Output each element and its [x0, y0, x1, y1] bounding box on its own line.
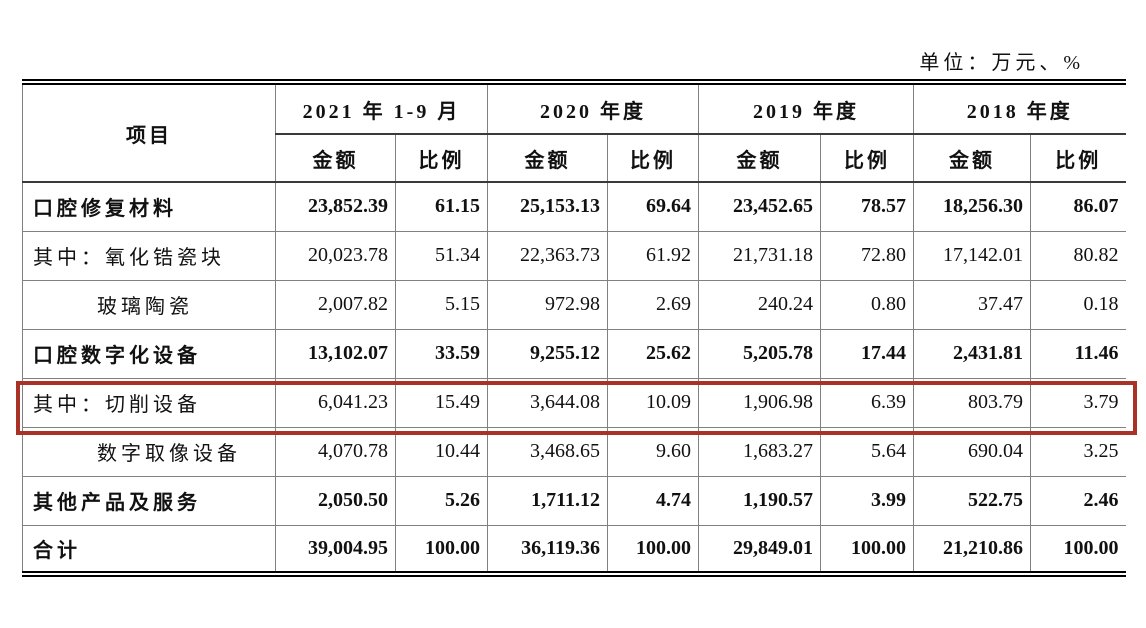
amount-cell: 1,683.27	[698, 426, 821, 476]
amount-cell: 22,363.73	[487, 230, 608, 280]
amount-cell: 5,205.78	[698, 328, 821, 378]
amount-cell: 21,731.18	[698, 230, 821, 280]
amount-cell: 3,644.08	[487, 377, 608, 427]
ratio-cell: 9.60	[607, 426, 699, 476]
ratio-header-2018: 比例	[1030, 133, 1126, 183]
row-label: 其他产品及服务	[22, 475, 276, 525]
ratio-cell: 100.00	[607, 524, 699, 574]
ratio-cell: 15.49	[394, 377, 488, 427]
ratio-cell: 100.00	[1030, 524, 1126, 574]
ratio-cell: 11.46	[1030, 328, 1126, 378]
amount-cell: 2,007.82	[275, 279, 396, 329]
unit-label: 单位：万元、%	[919, 52, 1084, 74]
table-row: 口腔数字化设备 13,102.07 33.59 9,255.12 25.62 5,205.…	[22, 328, 1126, 378]
ratio-cell: 33.59	[394, 328, 488, 378]
amount-header-2021: 金额	[275, 133, 396, 183]
amount-cell: 29,849.01	[698, 524, 821, 574]
ratio-cell: 3.25	[1030, 426, 1126, 476]
ratio-cell: 100.00	[394, 524, 488, 574]
amount-cell: 17,142.01	[913, 230, 1031, 280]
amount-cell: 803.79	[913, 377, 1031, 427]
ratio-cell: 4.74	[607, 475, 699, 525]
ratio-cell: 10.44	[394, 426, 488, 476]
column-header-period-2021: 2021 年 1-9 月	[274, 82, 488, 135]
table-row: 其中：氧化锆瓷块 20,023.78 51.34 22,363.73 61.92 21,7…	[22, 230, 1126, 280]
amount-header-2020: 金额	[487, 133, 608, 183]
ratio-cell: 2.69	[607, 279, 699, 329]
ratio-cell: 5.64	[820, 426, 914, 476]
column-header-period-2019: 2019 年度	[698, 82, 914, 135]
amount-cell: 23,852.39	[275, 181, 396, 231]
amount-cell: 1,906.98	[698, 377, 821, 427]
ratio-header-2021: 比例	[394, 133, 488, 183]
amount-cell: 240.24	[698, 279, 821, 329]
amount-cell: 21,210.86	[913, 524, 1031, 574]
amount-cell: 23,452.65	[698, 181, 821, 231]
ratio-cell: 5.26	[394, 475, 488, 525]
ratio-cell: 69.64	[607, 181, 699, 231]
ratio-header-2020: 比例	[607, 133, 699, 183]
column-header-item: 项目	[22, 82, 276, 183]
table-row: 合计 39,004.95 100.00 36,119.36 100.00 29,849.0…	[22, 524, 1126, 574]
row-label: 玻璃陶瓷	[22, 279, 276, 329]
amount-cell: 690.04	[913, 426, 1031, 476]
ratio-cell: 3.79	[1030, 377, 1126, 427]
ratio-header-2019: 比例	[820, 133, 914, 183]
amount-cell: 36,119.36	[487, 524, 608, 574]
row-label: 数字取像设备	[22, 426, 276, 476]
amount-cell: 9,255.12	[487, 328, 608, 378]
header-row-subcolumns: 金额 比例 金额 比例 金额 比例 金额 比例	[23, 133, 1126, 183]
amount-cell: 39,004.95	[275, 524, 396, 574]
header-row-periods: 项目 2021 年 1-9 月 2020 年度 2019 年度 2018 年度	[22, 82, 1126, 183]
amount-cell: 18,256.30	[913, 181, 1031, 231]
ratio-cell: 0.80	[820, 279, 914, 329]
ratio-cell: 2.46	[1030, 475, 1126, 525]
ratio-cell: 51.34	[394, 230, 488, 280]
table-row: 其他产品及服务 2,050.50 5.26 1,711.12 4.74 1,190.57 3…	[22, 475, 1126, 525]
amount-cell: 4,070.78	[275, 426, 396, 476]
row-label: 口腔数字化设备	[22, 328, 276, 378]
amount-cell: 25,153.13	[487, 181, 608, 231]
ratio-cell: 25.62	[607, 328, 699, 378]
amount-cell: 20,023.78	[275, 230, 396, 280]
amount-cell: 1,190.57	[698, 475, 821, 525]
ratio-cell: 0.18	[1030, 279, 1126, 329]
amount-cell: 1,711.12	[487, 475, 608, 525]
ratio-cell: 100.00	[820, 524, 914, 574]
table-row: 数字取像设备 4,070.78 10.44 3,468.65 9.60 1,683.27 5…	[22, 426, 1126, 476]
ratio-cell: 3.99	[820, 475, 914, 525]
ratio-cell: 61.92	[607, 230, 699, 280]
amount-cell: 2,050.50	[275, 475, 396, 525]
ratio-cell: 5.15	[394, 279, 488, 329]
amount-cell: 522.75	[913, 475, 1031, 525]
row-label: 合计	[22, 524, 276, 574]
amount-cell: 13,102.07	[275, 328, 396, 378]
amount-cell: 972.98	[487, 279, 608, 329]
amount-cell: 2,431.81	[913, 328, 1031, 378]
amount-header-2018: 金额	[913, 133, 1031, 183]
ratio-cell: 10.09	[607, 377, 699, 427]
column-header-period-2018: 2018 年度	[913, 82, 1126, 135]
amount-cell: 6,041.23	[275, 377, 396, 427]
revenue-breakdown-table: 项目 2021 年 1-9 月 2020 年度 2019 年度 2018 年度 …	[22, 79, 1126, 577]
table-body: 口腔修复材料 23,852.39 61.15 25,153.13 69.64 23,452…	[22, 181, 1126, 574]
amount-header-2019: 金额	[698, 133, 821, 183]
ratio-cell: 61.15	[394, 181, 488, 231]
ratio-cell: 6.39	[820, 377, 914, 427]
table-row: 玻璃陶瓷 2,007.82 5.15 972.98 2.69 240.24 0.80 37.4…	[22, 279, 1126, 329]
ratio-cell: 17.44	[820, 328, 914, 378]
table-row: 其中：切削设备 6,041.23 15.49 3,644.08 10.09 1,906.9…	[22, 377, 1126, 427]
amount-cell: 3,468.65	[487, 426, 608, 476]
ratio-cell: 80.82	[1030, 230, 1126, 280]
table-row: 口腔修复材料 23,852.39 61.15 25,153.13 69.64 23,452…	[22, 181, 1126, 231]
ratio-cell: 72.80	[820, 230, 914, 280]
ratio-cell: 78.57	[820, 181, 914, 231]
row-label: 口腔修复材料	[22, 181, 276, 231]
row-label: 其中：氧化锆瓷块	[22, 230, 276, 280]
column-header-period-2020: 2020 年度	[487, 82, 699, 135]
row-label: 其中：切削设备	[22, 377, 276, 427]
ratio-cell: 86.07	[1030, 181, 1126, 231]
amount-cell: 37.47	[913, 279, 1031, 329]
